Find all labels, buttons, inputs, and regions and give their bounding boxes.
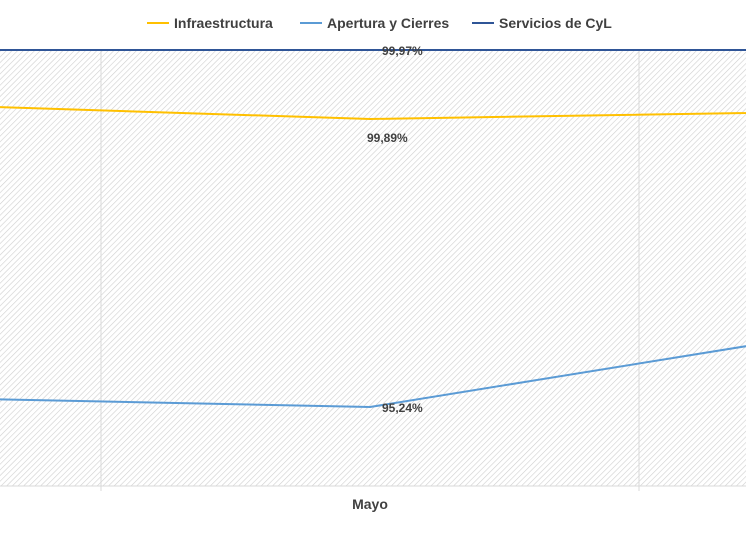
- legend-label-2: Apertura y Cierres: [327, 15, 449, 31]
- category-label-2: Mayo: [352, 496, 388, 512]
- data-label-1: 99,97%: [382, 44, 423, 58]
- legend-label-3: Servicios de CyL: [499, 15, 612, 31]
- series-line-1: [0, 106, 746, 120]
- series-layer: [0, 49, 746, 408]
- chart-legend: Infraestructura Apertura y Cierres Servici…: [147, 15, 612, 31]
- data-label-2: 99,89%: [367, 131, 408, 145]
- series-line-2: [0, 345, 746, 408]
- data-label-3: 95,24%: [382, 401, 423, 415]
- plot-background: [0, 50, 746, 486]
- legend-label-1: Infraestructura: [174, 15, 273, 31]
- plot-area: [0, 50, 746, 491]
- data-labels: 99,97% 99,89% 95,24%: [367, 44, 423, 415]
- category-axis: Mayo: [352, 496, 388, 512]
